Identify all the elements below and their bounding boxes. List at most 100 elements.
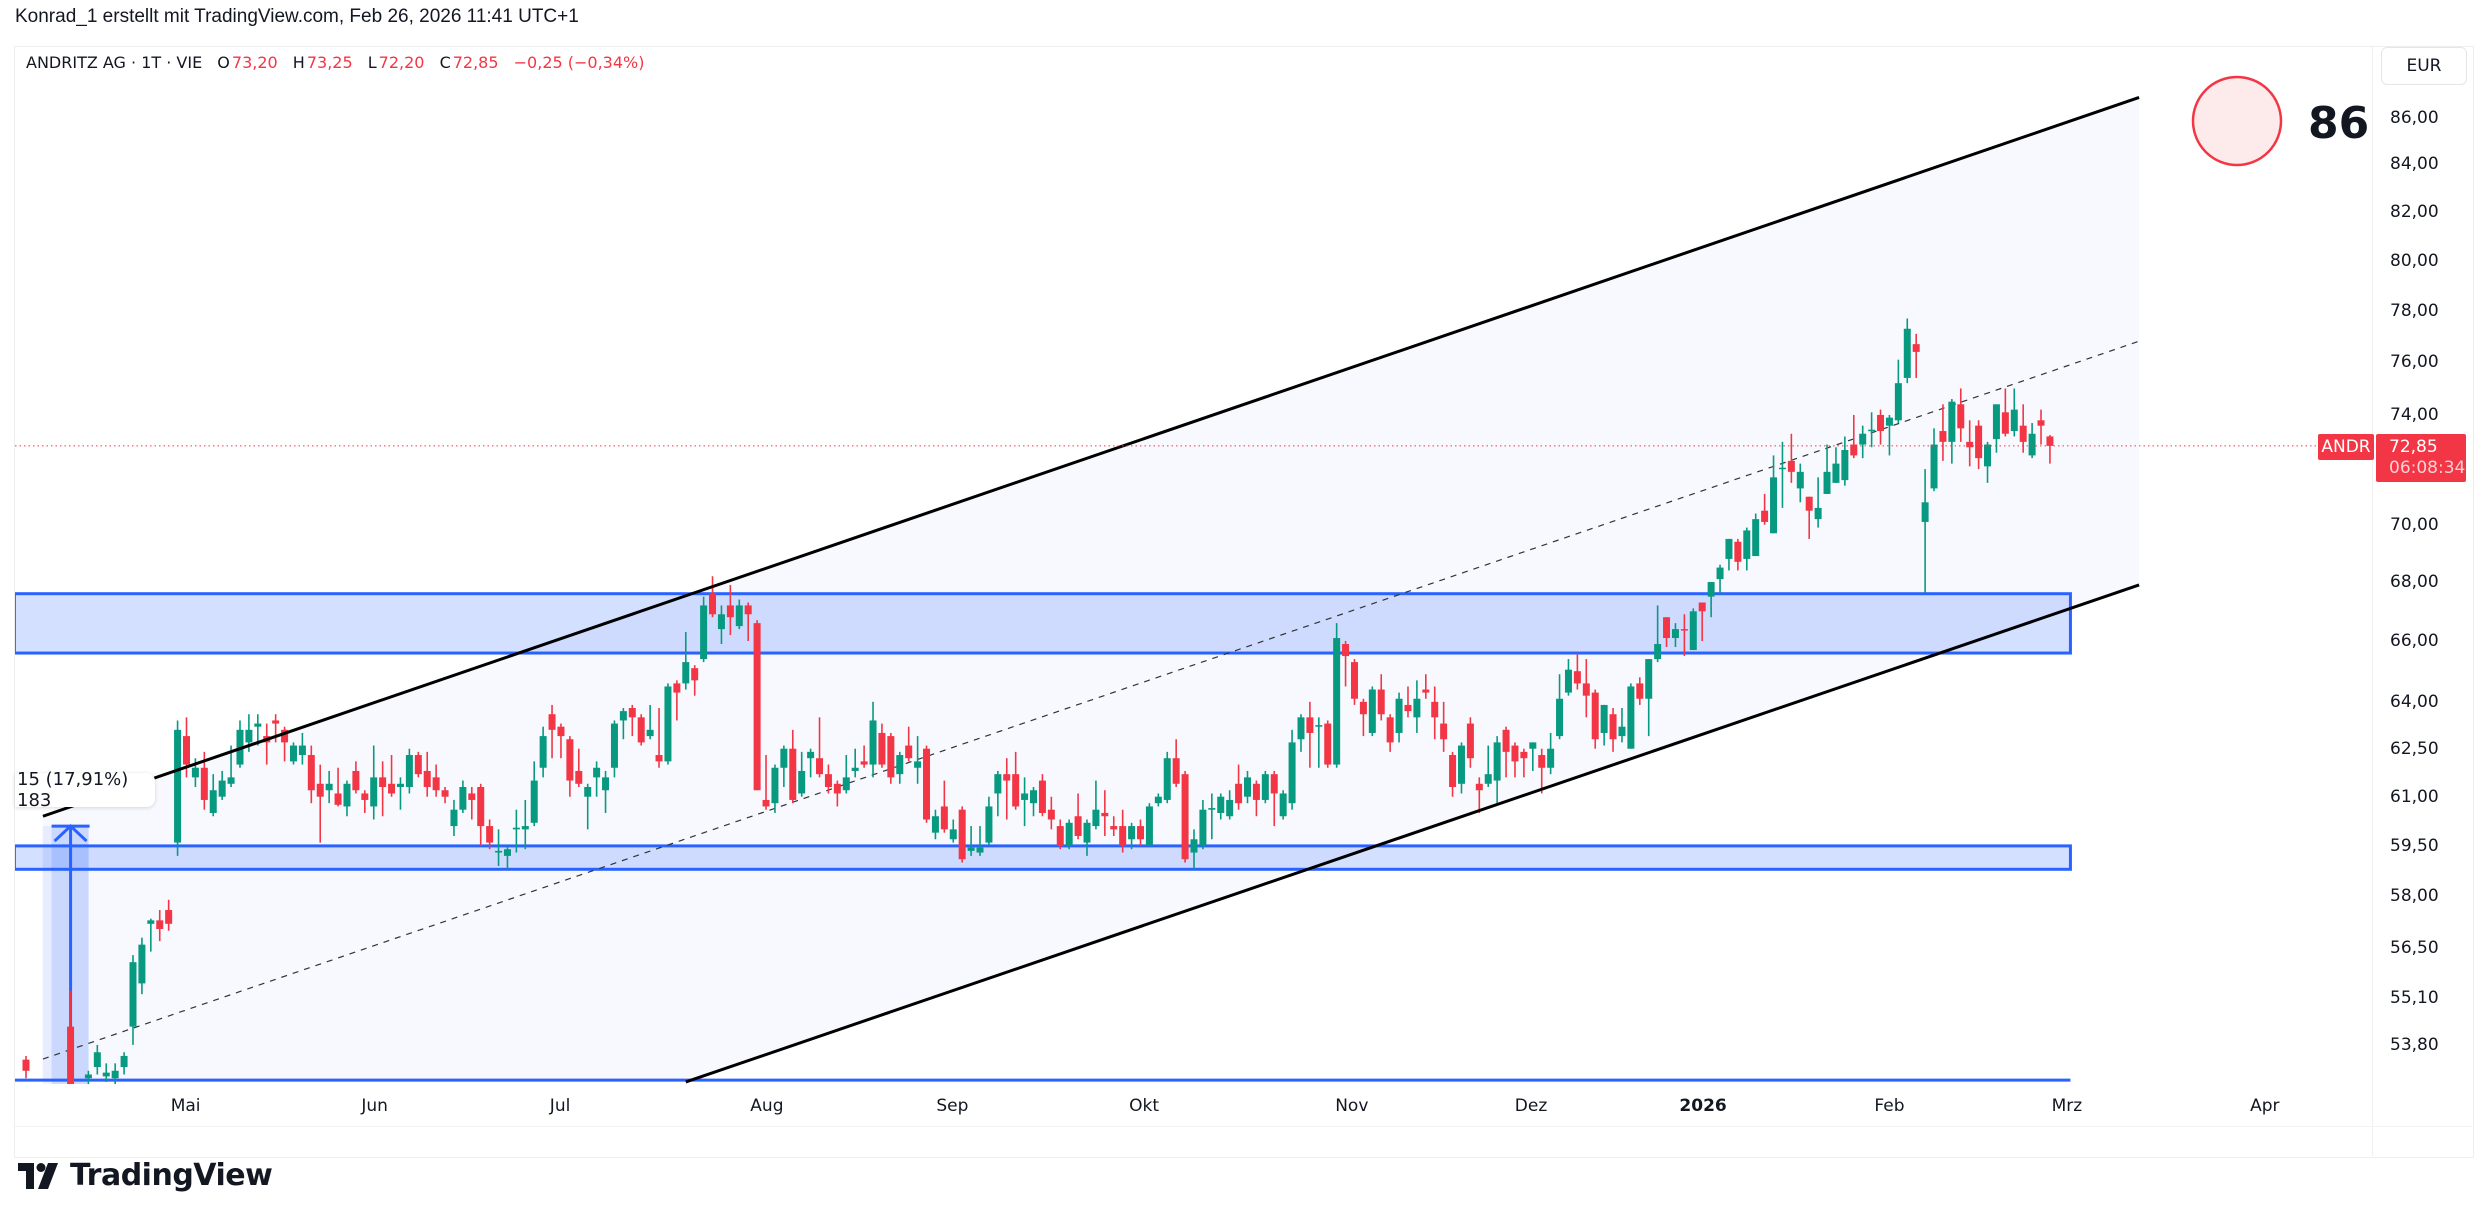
candle-body (1743, 530, 1751, 559)
candle (1092, 780, 1100, 830)
symbol-name[interactable]: ANDRITZ AG · 1T · VIE (26, 53, 203, 72)
candle (610, 720, 618, 778)
tradingview-logo-text: TradingView (70, 1158, 273, 1193)
candle-body (994, 774, 1002, 794)
candle-body (1074, 816, 1082, 836)
candle (994, 770, 1002, 817)
candle (1930, 428, 1938, 492)
candle-body (1859, 433, 1867, 445)
candle (1449, 751, 1457, 797)
candle (1413, 680, 1421, 733)
candle-body (1564, 669, 1572, 693)
candle-body (459, 787, 467, 810)
candle-body (281, 729, 289, 743)
price-axis[interactable] (2372, 47, 2473, 1156)
candle-body (1770, 477, 1778, 534)
candle-body (976, 847, 984, 853)
tradingview-logo[interactable]: TradingView (18, 1158, 273, 1193)
candle (1333, 623, 1341, 768)
candle (236, 720, 244, 768)
candle (1359, 698, 1367, 737)
symbol-price-tag: ANDR (2318, 434, 2374, 460)
candle-body (1324, 723, 1332, 765)
price-axis-label: 66,00 (2390, 631, 2439, 652)
candle (1243, 770, 1251, 804)
candle (1591, 689, 1599, 749)
candle-body (468, 793, 476, 800)
candle (1440, 701, 1448, 752)
candle-body (227, 777, 235, 784)
candle-body (1199, 809, 1207, 846)
candle-body (379, 777, 387, 788)
candle (1386, 714, 1394, 752)
candle (1975, 420, 1983, 470)
candle (1315, 717, 1323, 768)
candle (1110, 816, 1118, 836)
candle (129, 955, 137, 1045)
candle (1805, 496, 1813, 539)
candle (1859, 425, 1867, 459)
candle (905, 726, 913, 762)
candle-body (1868, 429, 1876, 432)
candle (2001, 388, 2009, 437)
candle (833, 780, 841, 807)
candle-body (1877, 414, 1885, 432)
candle-body (646, 729, 654, 737)
price-axis-label: 84,00 (2390, 154, 2439, 175)
candle-body (1707, 582, 1715, 597)
candle-body (316, 783, 324, 797)
candle (414, 751, 422, 778)
time-axis-label: Mai (170, 1096, 201, 1116)
candle-body (1493, 742, 1501, 781)
candle-body (1725, 538, 1733, 559)
candle (370, 745, 378, 820)
candle-body (1654, 644, 1662, 660)
candle-body (495, 850, 503, 853)
candle (655, 708, 663, 768)
candle-body (637, 717, 645, 743)
candle (762, 755, 770, 810)
candle-body (575, 770, 583, 784)
price-axis-label: 78,00 (2390, 300, 2439, 321)
candle (1609, 708, 1617, 752)
candle-body (1306, 717, 1314, 733)
candle-body (780, 748, 788, 768)
candle (700, 596, 708, 663)
candle (619, 708, 627, 740)
candle-body (1038, 780, 1046, 813)
candle-body (1252, 783, 1260, 800)
candle-body (709, 593, 717, 615)
channel-upper-line (42, 96, 2140, 818)
candle-body (1137, 826, 1144, 840)
candle-body (1663, 617, 1671, 639)
candle (1306, 701, 1314, 768)
candle (486, 819, 494, 850)
candle (1725, 538, 1733, 571)
candle-body (414, 755, 422, 775)
candle-body (610, 723, 618, 768)
candle-body (1716, 567, 1724, 580)
candle-body (441, 790, 449, 797)
currency-button[interactable]: EUR (2381, 47, 2467, 85)
candle (352, 761, 360, 794)
candle-body (789, 748, 797, 800)
candle-body (272, 720, 280, 724)
candle-body (191, 767, 199, 778)
time-axis-label: 2026 (1679, 1096, 1727, 1116)
price-axis-label: 58,00 (2390, 886, 2439, 907)
candle-body (1627, 686, 1635, 749)
candle-body (1003, 774, 1011, 781)
candle (307, 745, 315, 804)
candle-body (1368, 689, 1376, 733)
measure-range-outer (42, 826, 89, 1084)
candle (1493, 736, 1501, 804)
candle (289, 742, 297, 765)
candle (147, 918, 155, 952)
candle-body (539, 736, 547, 768)
price-axis-label: 61,00 (2390, 786, 2439, 807)
candle-body (1475, 783, 1483, 791)
price-axis-label: 76,00 (2390, 352, 2439, 373)
candle-body (566, 739, 574, 781)
candle (254, 714, 262, 746)
